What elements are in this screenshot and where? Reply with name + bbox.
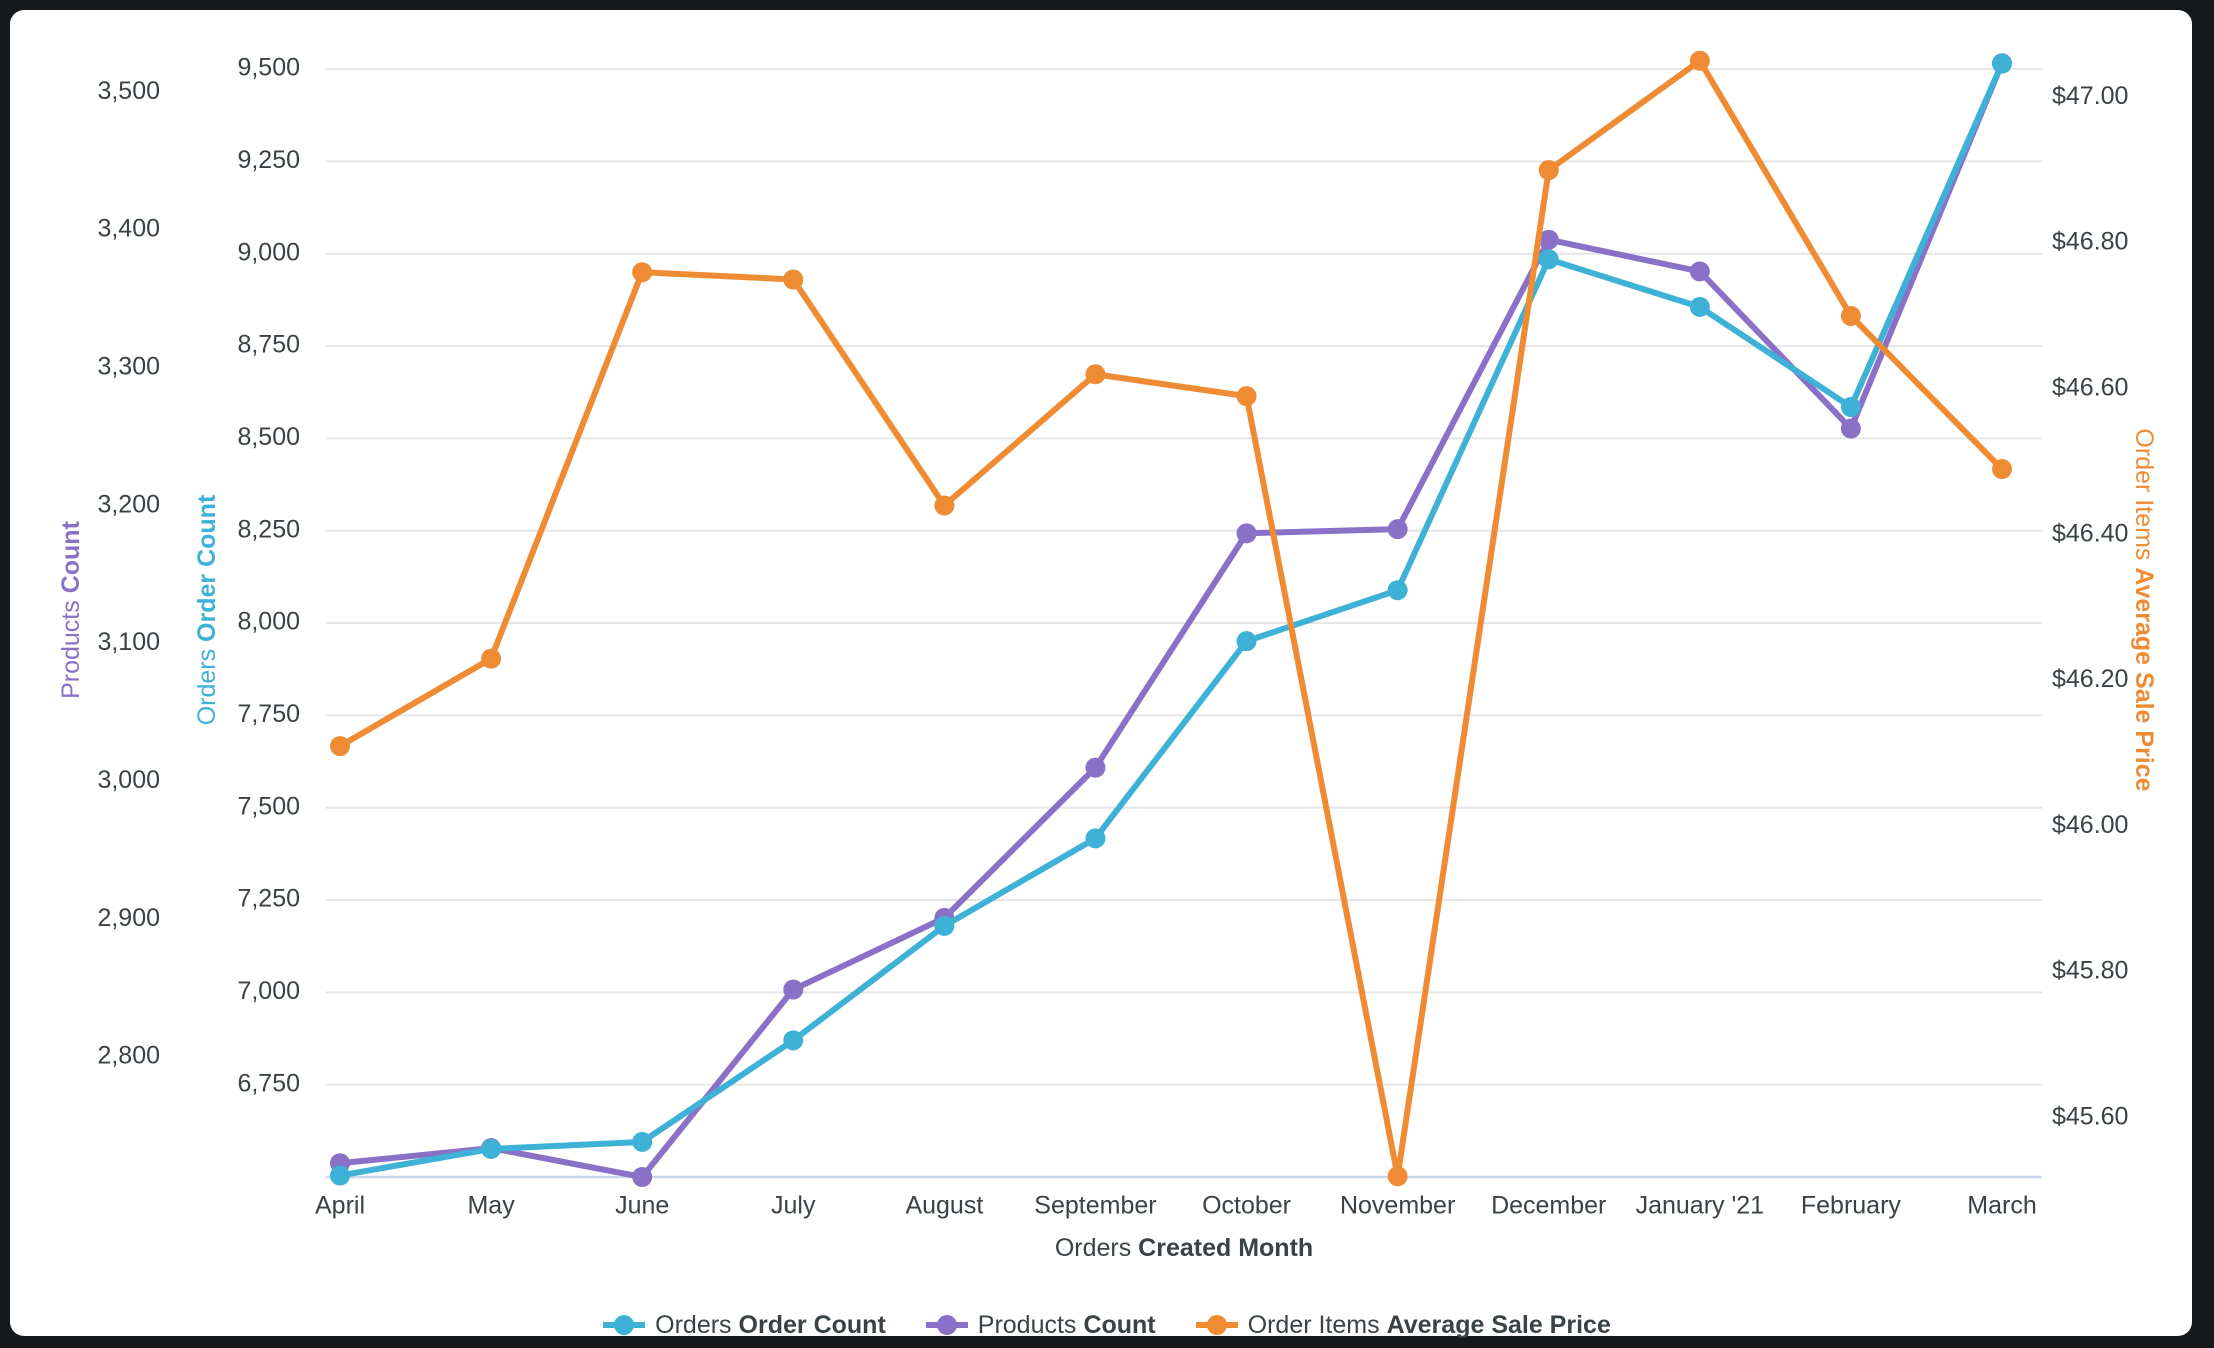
series-point-orders-7[interactable]	[1387, 580, 1408, 601]
legend-marker-price-icon	[1195, 1315, 1238, 1335]
legend-item-products[interactable]: Products Count	[925, 1310, 1156, 1340]
products-axis-tick-label: 3,200	[97, 490, 160, 518]
orders-axis-tick-label: 9,250	[237, 146, 300, 174]
x-axis-title: Orders Created Month	[1055, 1234, 1313, 1262]
chart-card	[10, 10, 2192, 1336]
series-point-products-5[interactable]	[1085, 757, 1106, 778]
products-axis-tick-label: 3,100	[97, 628, 160, 656]
series-point-orders-4[interactable]	[934, 915, 955, 936]
orders-axis-tick-label: 7,500	[237, 792, 300, 820]
legend-marker-orders-icon	[603, 1315, 646, 1335]
series-point-orders-0[interactable]	[330, 1165, 350, 1186]
series-point-price-9[interactable]	[1689, 50, 1710, 71]
series-point-price-3[interactable]	[783, 269, 804, 290]
series-point-price-5[interactable]	[1085, 364, 1106, 385]
legend-label: Order Items Average Sale Price	[1247, 1310, 1611, 1339]
products-axis-tick-label: 2,900	[97, 904, 160, 932]
price-axis-tick-label: $46.80	[2052, 228, 2128, 256]
products-axis-tick-label: 3,500	[97, 77, 160, 105]
products-axis-tick-label: 3,000	[97, 766, 160, 794]
series-point-products-3[interactable]	[783, 979, 804, 1000]
series-point-orders-1[interactable]	[481, 1138, 502, 1159]
series-point-orders-2[interactable]	[632, 1131, 653, 1152]
legend-label: Products Count	[977, 1310, 1156, 1339]
legend-label: Orders Order Count	[655, 1310, 886, 1339]
x-axis-tick-label: March	[1967, 1192, 2036, 1220]
orders-axis-tick-label: 9,500	[237, 54, 300, 82]
x-axis-tick-label: February	[1801, 1192, 1902, 1220]
price-axis-tick-label: $45.60	[2052, 1103, 2128, 1131]
legend-marker-products-icon	[925, 1315, 968, 1335]
series-point-price-10[interactable]	[1840, 305, 1861, 326]
series-point-price-11[interactable]	[1992, 459, 2012, 480]
series-point-orders-10[interactable]	[1840, 397, 1861, 418]
x-axis-tick-label: October	[1202, 1192, 1291, 1220]
x-axis-tick-label: April	[315, 1192, 365, 1220]
price-axis-title: Order Items Average Sale Price	[2130, 428, 2158, 791]
price-axis-tick-label: $46.40	[2052, 519, 2128, 547]
orders-axis-tick-label: 8,750	[237, 331, 300, 359]
orders-axis-tick-label: 6,750	[237, 1069, 300, 1097]
x-axis-tick-label: September	[1034, 1192, 1156, 1220]
price-axis-tick-label: $46.60	[2052, 373, 2128, 401]
price-axis-tick-label: $45.80	[2052, 957, 2128, 985]
series-point-products-9[interactable]	[1689, 261, 1710, 282]
products-axis-tick-label: 3,300	[97, 353, 160, 381]
series-point-products-10[interactable]	[1840, 418, 1861, 439]
orders-axis-tick-label: 7,750	[237, 700, 300, 728]
series-point-price-7[interactable]	[1387, 1166, 1408, 1187]
series-point-orders-3[interactable]	[783, 1030, 804, 1051]
x-axis-tick-label: August	[905, 1192, 983, 1220]
series-point-price-1[interactable]	[481, 648, 502, 669]
series-point-price-4[interactable]	[934, 495, 955, 516]
series-point-price-6[interactable]	[1236, 386, 1257, 407]
products-axis-title: Products Count	[57, 520, 85, 698]
orders-axis-tick-label: 9,000	[237, 238, 300, 266]
series-point-price-2[interactable]	[632, 262, 653, 283]
series-point-price-0[interactable]	[330, 736, 350, 757]
orders-axis-tick-label: 8,000	[237, 608, 300, 636]
legend: Orders Order Count Products Count Order It…	[0, 1302, 2214, 1348]
orders-axis-tick-label: 8,250	[237, 515, 300, 543]
series-point-products-8[interactable]	[1538, 229, 1559, 250]
orders-axis-tick-label: 7,250	[237, 885, 300, 913]
legend-item-orders[interactable]: Orders Order Count	[603, 1311, 886, 1340]
series-point-products-2[interactable]	[632, 1167, 653, 1187]
series-point-products-6[interactable]	[1236, 523, 1257, 544]
series-line-price	[337, 57, 2005, 1180]
series-point-price-8[interactable]	[1538, 160, 1559, 181]
products-axis-tick-label: 2,800	[97, 1042, 160, 1070]
orders-axis-title: Orders Order Count	[193, 494, 221, 725]
series-point-orders-9[interactable]	[1689, 296, 1710, 317]
x-axis-tick-label: November	[1340, 1192, 1455, 1220]
series-point-orders-11[interactable]	[1992, 53, 2012, 74]
series-point-orders-5[interactable]	[1085, 828, 1106, 849]
series-point-products-7[interactable]	[1387, 519, 1408, 540]
series-point-orders-6[interactable]	[1236, 631, 1257, 652]
products-axis-tick-label: 3,400	[97, 215, 160, 243]
x-axis-tick-label: January '21	[1636, 1192, 1764, 1220]
x-axis-tick-label: December	[1491, 1192, 1606, 1220]
price-axis-tick-label: $46.00	[2052, 811, 2128, 839]
x-axis-tick-label: May	[467, 1192, 515, 1220]
x-axis-tick-label: July	[771, 1192, 816, 1220]
series-point-orders-8[interactable]	[1538, 249, 1559, 270]
series-line-products	[337, 60, 2005, 1180]
orders-axis-tick-label: 8,500	[237, 423, 300, 451]
price-axis-tick-label: $46.20	[2052, 665, 2128, 693]
series-line-orders	[337, 60, 2005, 1179]
price-axis-tick-label: $47.00	[2052, 82, 2128, 110]
orders-axis-tick-label: 7,000	[237, 977, 300, 1005]
legend-item-price[interactable]: Order Items Average Sale Price	[1195, 1310, 1611, 1340]
x-axis-tick-label: June	[615, 1192, 669, 1220]
